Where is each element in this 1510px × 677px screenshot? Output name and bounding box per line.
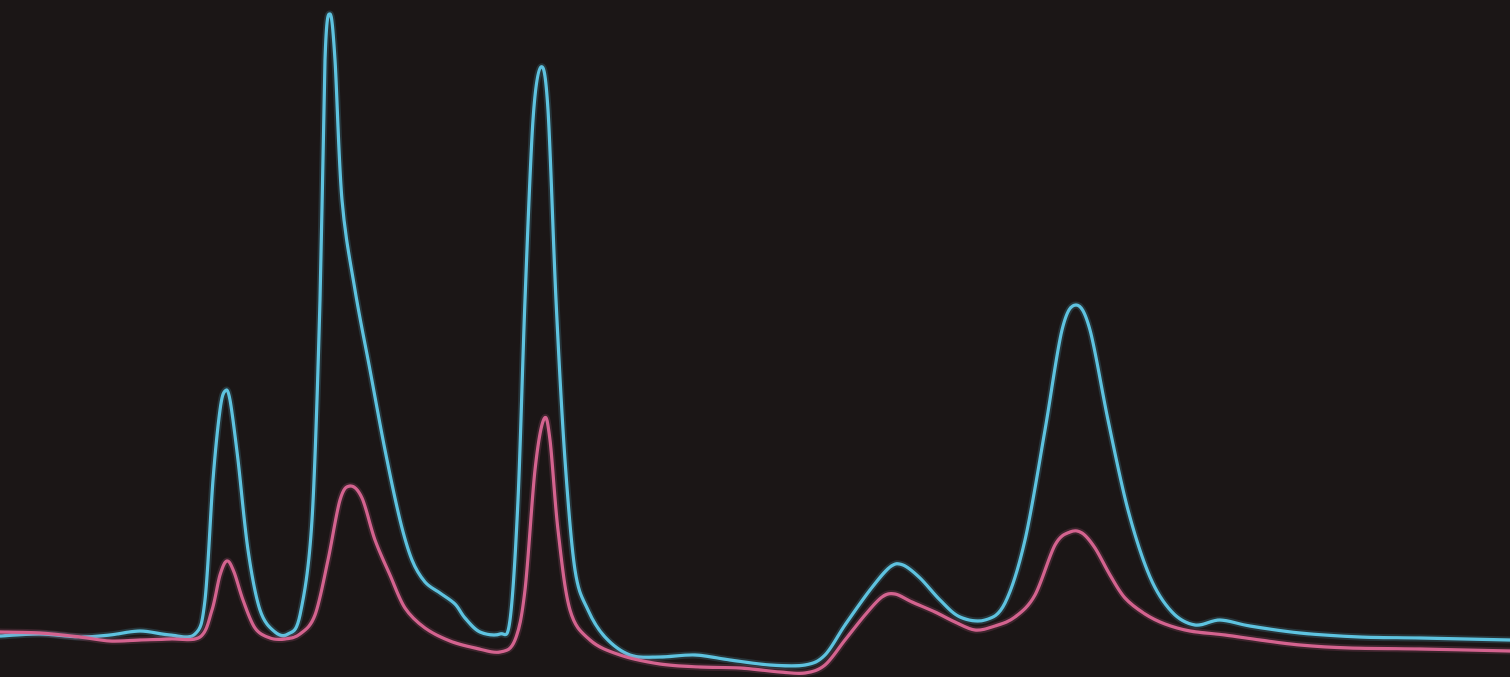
series-1-line (0, 12, 1510, 668)
series-layer (0, 10, 1510, 677)
series-1-glow (0, 10, 1510, 670)
series-2-line (0, 415, 1510, 676)
series-2-glow (0, 414, 1510, 677)
